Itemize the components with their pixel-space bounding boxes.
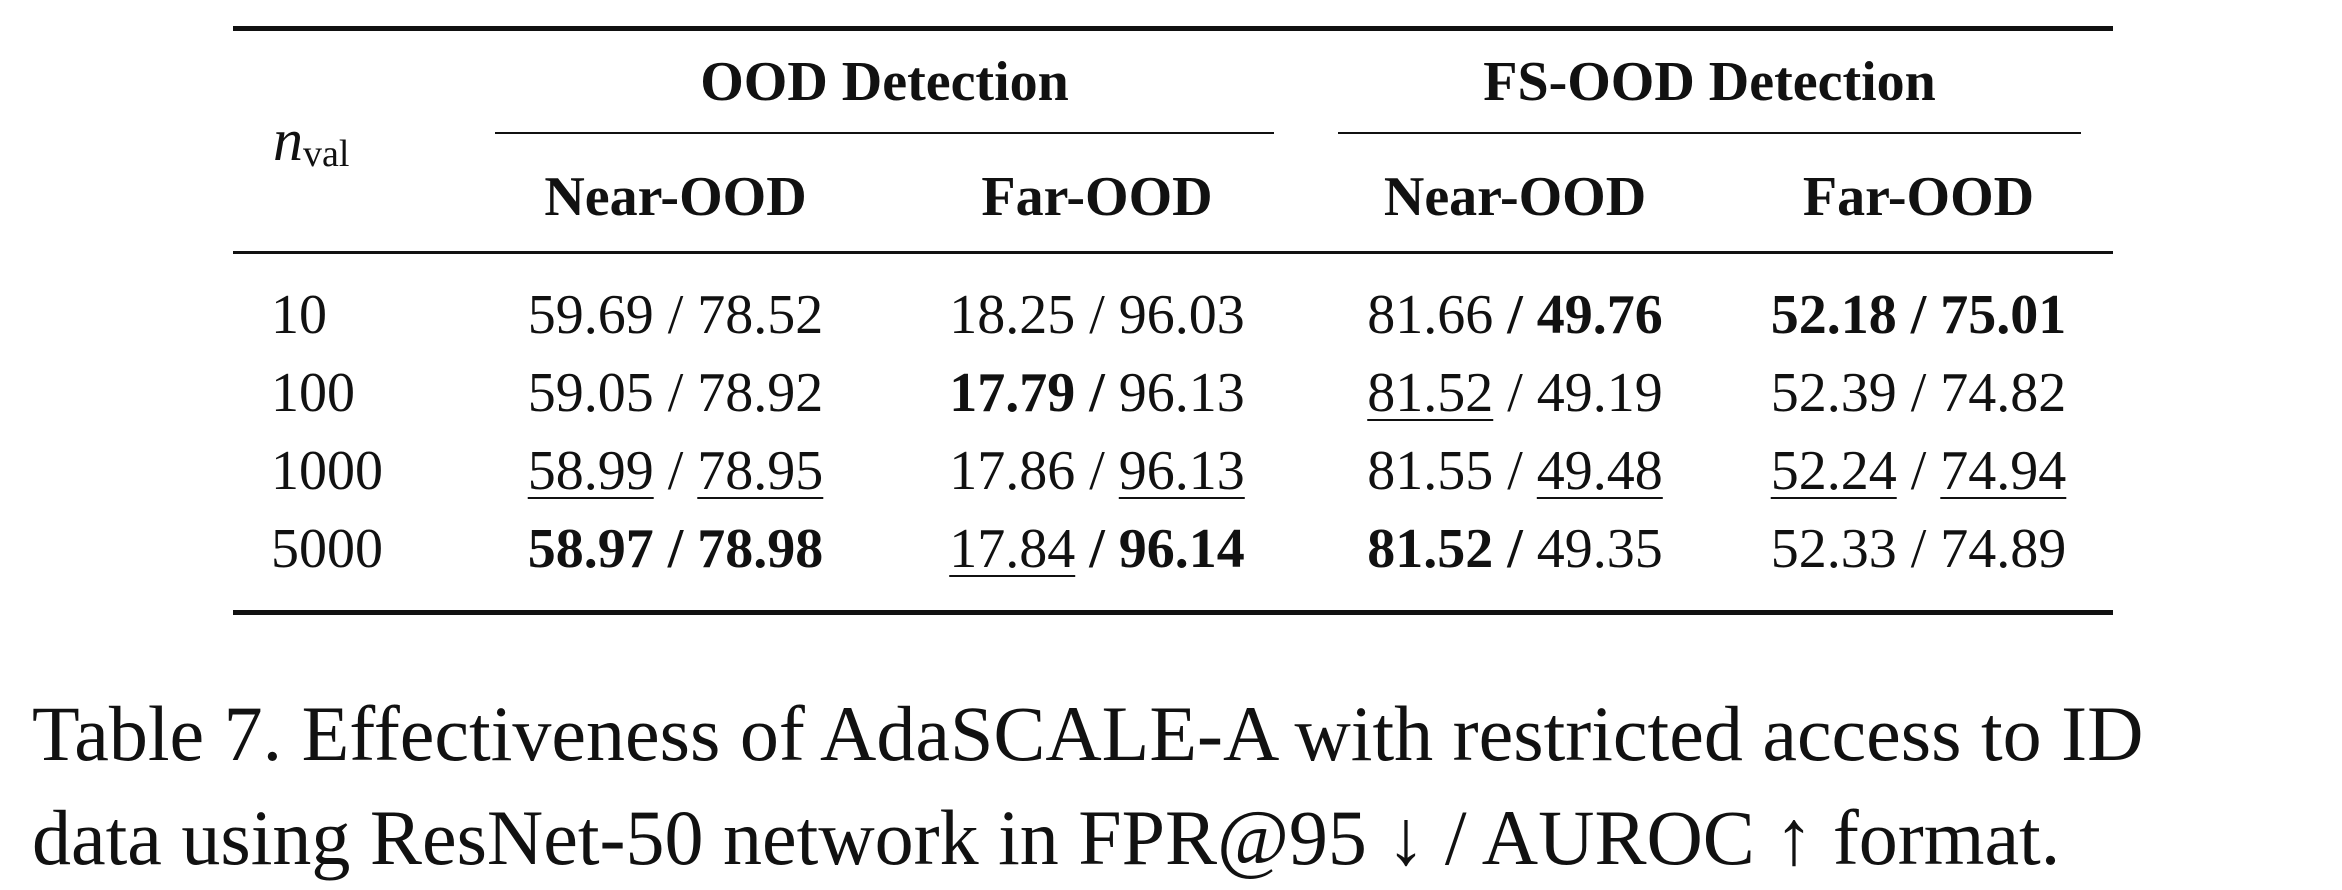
results-table-container: nval OOD Detection FS-OOD Detection Near… [233,26,2114,615]
subheader-fs-far-ood: Far-OOD [1802,166,2035,228]
metric-cell: 17.86 / 96.13 [888,432,1306,510]
value-separator: / [653,440,698,502]
nval-cell: 1000 [271,440,383,502]
auroc-value: 49.76 [1536,284,1663,346]
fpr95-value: 52.18 [1770,284,1897,346]
fpr95-value: 17.86 [949,440,1076,502]
value-separator: / [653,362,698,424]
value-separator: / [1493,440,1537,502]
auroc-value: 96.13 [1118,362,1245,424]
fpr95-value: 81.55 [1367,440,1494,502]
fpr95-value: 58.99 [527,440,654,502]
auroc-value: 49.35 [1536,518,1663,580]
metric-cell: 81.55 / 49.48 [1306,432,1724,510]
subheader-fs-near-ood: Near-OOD [1383,166,1647,228]
fpr95-value: 52.33 [1770,518,1897,580]
metric-cell: 52.33 / 74.89 [1724,510,2113,613]
fpr95-value: 17.84 [949,518,1076,580]
table-caption: Table 7. Effectiveness of AdaSCALE-A wit… [32,682,2332,890]
group-header-row: nval OOD Detection FS-OOD Detection [233,28,2114,175]
subheader-far-ood: Far-OOD [981,166,1213,228]
nval-cell: 100 [271,362,355,424]
metric-cell: 81.52 / 49.19 [1306,354,1724,432]
nval-subscript: val [303,133,350,175]
caption-line-1: Table 7. Effectiveness of AdaSCALE-A wit… [32,690,2144,777]
metric-cell: 17.79 / 96.13 [888,354,1306,432]
fpr95-value: 18.25 [949,284,1076,346]
metric-cell: 52.24 / 74.94 [1724,432,2113,510]
metric-cell: 52.39 / 74.82 [1724,354,2113,432]
fpr95-value: 58.97 [527,518,654,580]
metric-cell: 58.97 / 78.98 [463,510,888,613]
value-separator: / [1896,362,1941,424]
auroc-value: 96.03 [1118,284,1245,346]
value-separator: / [1075,440,1119,502]
value-separator: / [1075,284,1119,346]
fpr95-value: 81.52 [1367,362,1494,424]
results-table: nval OOD Detection FS-OOD Detection Near… [233,26,2114,615]
table-row: 1000 58.99 / 78.95 17.86 / 96.13 81.55 / 49… [233,432,2113,510]
fpr95-value: 52.24 [1770,440,1897,502]
auroc-value: 78.92 [697,362,824,424]
fpr95-value: 52.39 [1770,362,1897,424]
value-separator: / [653,518,698,580]
auroc-value: 74.94 [1940,440,2067,502]
table-row: 10 59.69 / 78.52 18.25 / 96.03 81.66 / 49.7… [233,253,2113,355]
auroc-value: 96.13 [1118,440,1245,502]
value-separator: / [1896,284,1941,346]
metric-cell: 59.05 / 78.92 [463,354,888,432]
value-separator: / [1493,518,1537,580]
fpr95-value: 17.79 [949,362,1076,424]
group-header-ood: OOD Detection [463,29,1306,144]
metric-cell: 81.52 / 49.35 [1306,510,1724,613]
nval-header: nval [233,29,463,253]
group-header-fs-ood: FS-OOD Detection [1306,29,2113,144]
auroc-value: 75.01 [1940,284,2067,346]
nval-cell: 10 [271,284,327,346]
auroc-value: 78.95 [697,440,824,502]
value-separator: / [1075,362,1119,424]
auroc-value: 78.52 [697,284,824,346]
table-body: 10 59.69 / 78.52 18.25 / 96.03 81.66 / 49.7… [233,253,2114,613]
table-row: 5000 58.97 / 78.98 17.84 / 96.14 81.52 / 49… [233,510,2114,613]
metric-cell: 17.84 / 96.14 [888,510,1306,613]
value-separator: / [1896,440,1941,502]
auroc-value: 74.89 [1940,518,2067,580]
caption-line-2: data using ResNet-50 network in FPR@95 ↓… [32,794,2061,881]
metric-cell: 18.25 / 96.03 [888,253,1306,355]
metric-cell: 52.18 / 75.01 [1724,253,2113,355]
fpr95-value: 59.05 [527,362,654,424]
nval-cell: 5000 [271,518,383,580]
metric-cell: 81.66 / 49.76 [1306,253,1724,355]
auroc-value: 49.19 [1536,362,1663,424]
value-separator: / [653,284,698,346]
auroc-value: 96.14 [1118,518,1245,580]
table-row: 100 59.05 / 78.92 17.79 / 96.13 81.52 / 49.… [233,354,2113,432]
value-separator: / [1493,362,1537,424]
fpr95-value: 81.66 [1367,284,1494,346]
nval-symbol: n [273,107,303,173]
value-separator: / [1896,518,1941,580]
fpr95-value: 59.69 [527,284,654,346]
subheader-near-ood: Near-OOD [544,166,807,228]
auroc-value: 49.48 [1536,440,1663,502]
auroc-value: 78.98 [697,518,824,580]
subheader-row: Near-OOD Far-OOD Near-OOD Far-OOD [233,143,2114,253]
fpr95-value: 81.52 [1367,518,1494,580]
value-separator: / [1493,284,1537,346]
metric-cell: 59.69 / 78.52 [463,253,888,355]
metric-cell: 58.99 / 78.95 [463,432,888,510]
value-separator: / [1075,518,1119,580]
auroc-value: 74.82 [1940,362,2067,424]
